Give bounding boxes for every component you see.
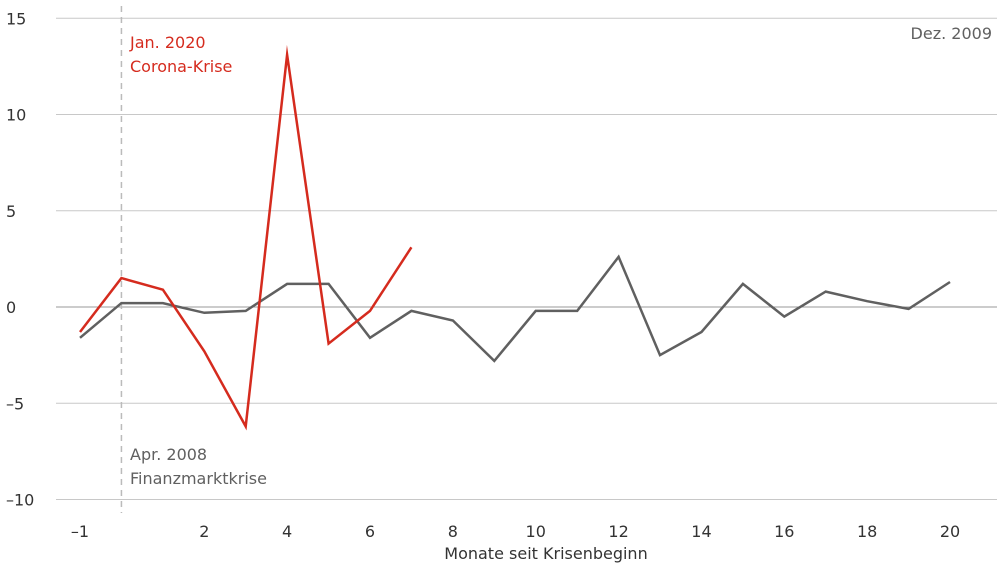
x-tick-label: 6 <box>365 522 375 541</box>
corona-label-line2: Corona-Krise <box>130 57 232 76</box>
y-tick-label: 0 <box>6 298 16 317</box>
finanz-label-line2: Finanzmarktkrise <box>130 469 267 488</box>
y-tick-label: –10 <box>6 491 34 510</box>
x-tick-label: 14 <box>691 522 711 541</box>
series-line-corona-krise <box>79 44 413 431</box>
y-tick-labels: 15 10 5 0 –5 –10 <box>6 9 34 509</box>
x-tick-label: 2 <box>199 522 209 541</box>
series-line-finanzmarktkrise <box>79 254 951 363</box>
y-tick-label: 10 <box>6 106 26 125</box>
end-label: Dez. 2009 <box>911 24 992 43</box>
finanz-label-line1: Apr. 2008 <box>130 445 207 464</box>
x-tick-label: –1 <box>71 522 89 541</box>
x-axis-label: Monate seit Krisenbeginn <box>444 544 647 563</box>
x-tick-label: 8 <box>448 522 458 541</box>
corona-label-line1: Jan. 2020 <box>129 33 206 52</box>
y-tick-label: 15 <box>6 9 26 28</box>
x-tick-label: 10 <box>526 522 546 541</box>
y-tick-label: –5 <box>6 394 24 413</box>
y-tick-label: 5 <box>6 202 16 221</box>
x-tick-label: 4 <box>282 522 292 541</box>
x-tick-label: 16 <box>774 522 794 541</box>
x-tick-label: 20 <box>940 522 960 541</box>
grid <box>56 17 997 500</box>
x-tick-label: 18 <box>857 522 877 541</box>
series-layer <box>79 44 951 431</box>
x-tick-label: 12 <box>608 522 628 541</box>
x-tick-labels: –1 2 4 6 8 10 12 14 16 18 20 <box>71 522 960 541</box>
